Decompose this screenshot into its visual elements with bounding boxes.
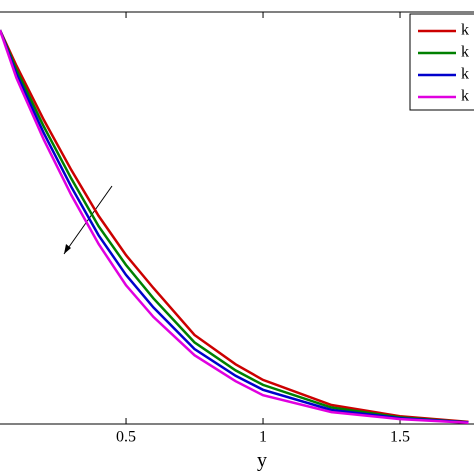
x-tick-label: 1: [259, 429, 267, 446]
x-tick-label: 1.5: [390, 429, 410, 446]
line: [0, 29, 469, 424]
legend-label: k: [461, 44, 469, 61]
legend-label: k: [461, 88, 469, 105]
arrow: [63, 185, 113, 255]
line: [0, 29, 469, 424]
x-tick-label: 0.5: [116, 429, 136, 446]
line: [0, 29, 469, 424]
line: [0, 29, 469, 425]
x-axis-label: y: [257, 450, 267, 472]
arrow-head: [64, 244, 71, 254]
legend-label: k: [461, 66, 469, 83]
legend-label: k: [461, 22, 469, 39]
